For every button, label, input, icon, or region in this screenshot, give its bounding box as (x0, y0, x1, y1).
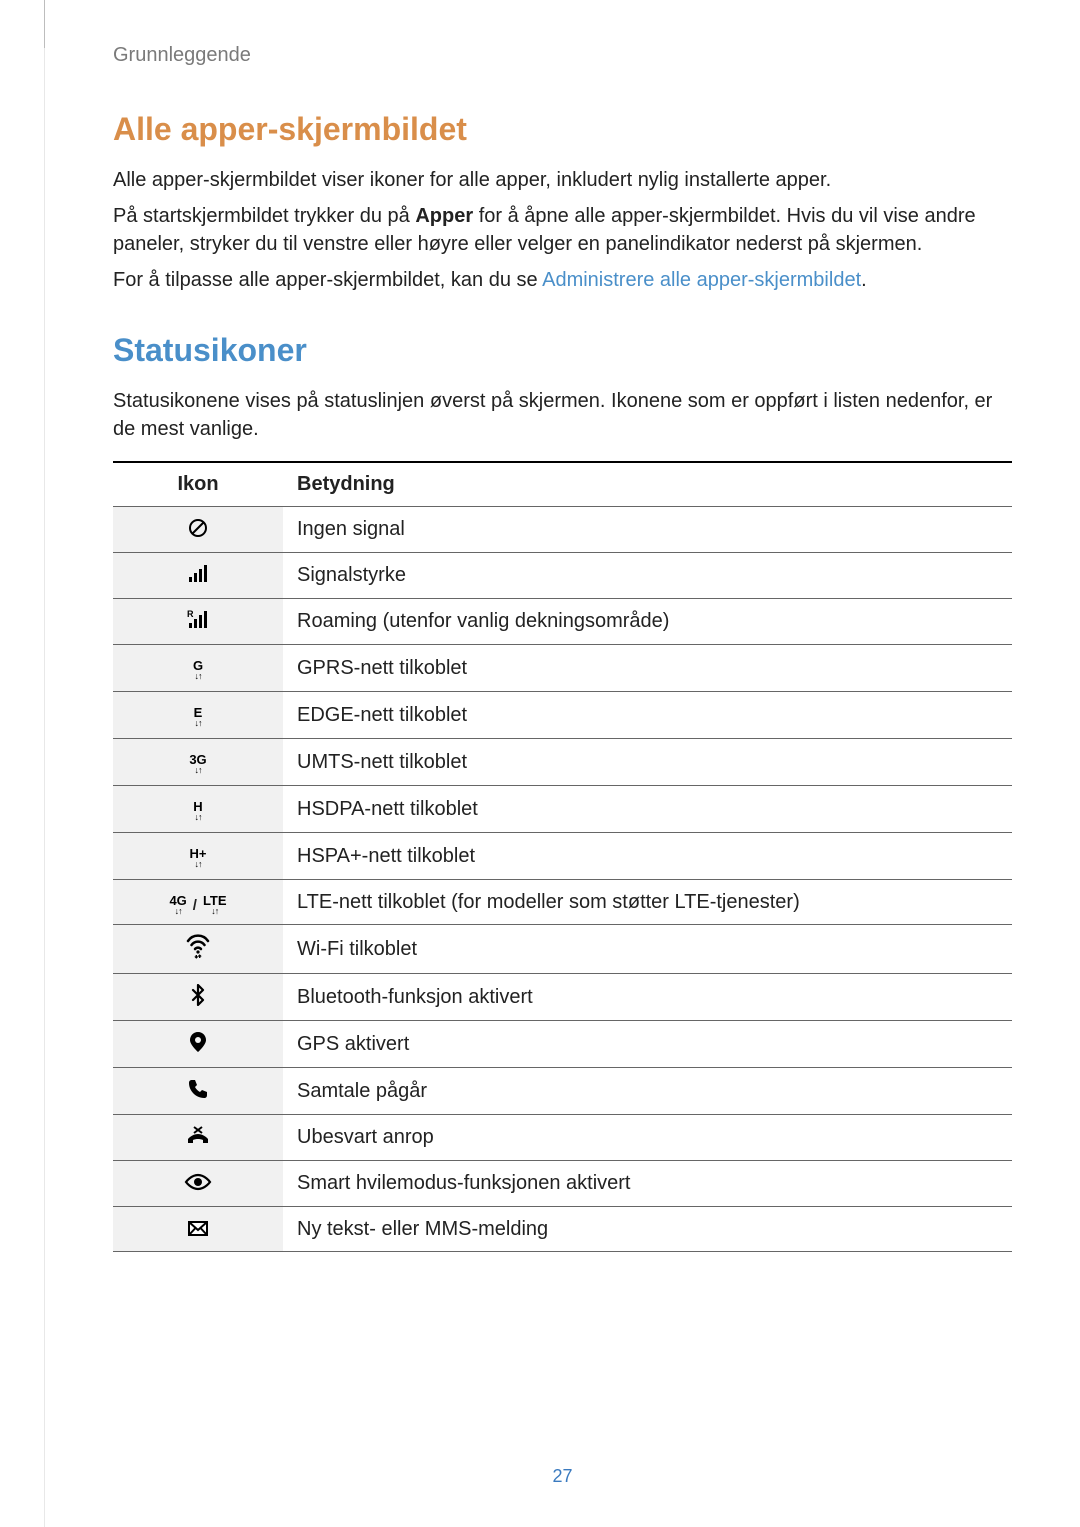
section-header: Grunnleggende (113, 44, 1012, 67)
meaning-cell: HSDPA-nett tilkoblet (283, 786, 1012, 833)
meaning-cell: Wi-Fi tilkoblet (283, 925, 1012, 974)
icon-cell: 3G↓↑ (113, 739, 283, 786)
meaning-cell: HSPA+-nett tilkoblet (283, 833, 1012, 880)
lte-4g-icon: 4G↓↑ / LTE↓↑ (169, 894, 226, 916)
text: På startskjermbildet trykker du på (113, 205, 415, 227)
icon-cell (113, 974, 283, 1021)
table-row: Bluetooth-funksjon aktivert (113, 974, 1012, 1021)
icon-cell: G↓↑ (113, 645, 283, 692)
call-icon (187, 1076, 209, 1102)
icon-cell: H↓↑ (113, 786, 283, 833)
meaning-cell: Ny tekst- eller MMS-melding (283, 1207, 1012, 1252)
network-3g-icon: 3G↓↑ (189, 751, 206, 777)
no-signal-icon (188, 515, 208, 541)
icon-cell (113, 1115, 283, 1161)
text: For å tilpasse alle apper-skjermbildet, … (113, 269, 542, 291)
eye-icon (184, 1169, 212, 1195)
text: . (861, 269, 867, 291)
icon-cell (113, 1068, 283, 1115)
network-h-icon: H↓↑ (193, 798, 202, 824)
bluetooth-icon (187, 982, 209, 1008)
table-row: Ingen signal (113, 507, 1012, 553)
heading-status-icons: Statusikoner (113, 332, 1012, 369)
wifi-icon (186, 933, 210, 959)
bold-apper: Apper (415, 205, 473, 227)
heading-all-apps: Alle apper-skjermbildet (113, 111, 1012, 148)
meaning-cell: Roaming (utenfor vanlig dekningsområde) (283, 599, 1012, 645)
network-g-icon: G↓↑ (193, 657, 203, 683)
icon-cell (113, 1207, 283, 1252)
table-row: Signalstyrke (113, 553, 1012, 599)
page-number: 27 (45, 1466, 1080, 1487)
text: / (193, 897, 197, 914)
meaning-cell: Samtale pågår (283, 1068, 1012, 1115)
col-header-meaning: Betydning (283, 462, 1012, 507)
meaning-cell: GPS aktivert (283, 1021, 1012, 1068)
paragraph: På startskjermbildet trykker du på Apper… (113, 202, 1012, 258)
icon-cell (113, 507, 283, 553)
missed-call-icon (186, 1123, 210, 1149)
network-e-icon: E↓↑ (194, 704, 203, 730)
table-row: Smart hvilemodus-funksjonen aktivert (113, 1161, 1012, 1207)
paragraph: Statusikonene vises på statuslinjen øver… (113, 387, 1012, 443)
table-row: E↓↑ EDGE-nett tilkoblet (113, 692, 1012, 739)
table-row: Ubesvart anrop (113, 1115, 1012, 1161)
roaming-icon (187, 607, 209, 633)
icon-cell: E↓↑ (113, 692, 283, 739)
table-row: Wi-Fi tilkoblet (113, 925, 1012, 974)
paragraph: Alle apper-skjermbildet viser ikoner for… (113, 166, 1012, 194)
meaning-cell: GPRS-nett tilkoblet (283, 645, 1012, 692)
col-header-icon: Ikon (113, 462, 283, 507)
table-row: 4G↓↑ / LTE↓↑ LTE-nett tilkoblet (for mode… (113, 880, 1012, 925)
icon-cell (113, 553, 283, 599)
table-row: G↓↑ GPRS-nett tilkoblet (113, 645, 1012, 692)
meaning-cell: Smart hvilemodus-funksjonen aktivert (283, 1161, 1012, 1207)
table-row: 3G↓↑ UMTS-nett tilkoblet (113, 739, 1012, 786)
meaning-cell: LTE-nett tilkoblet (for modeller som stø… (283, 880, 1012, 925)
icon-cell (113, 599, 283, 645)
table-row: Samtale pågår (113, 1068, 1012, 1115)
meaning-cell: Ubesvart anrop (283, 1115, 1012, 1161)
meaning-cell: Ingen signal (283, 507, 1012, 553)
paragraph: For å tilpasse alle apper-skjermbildet, … (113, 266, 1012, 294)
message-icon (187, 1215, 209, 1241)
icon-cell: H+↓↑ (113, 833, 283, 880)
icon-cell (113, 925, 283, 974)
table-row: Ny tekst- eller MMS-melding (113, 1207, 1012, 1252)
status-icons-table: Ikon Betydning Ingen signalSignalstyrkeR… (113, 461, 1012, 1252)
table-row: Roaming (utenfor vanlig dekningsområde) (113, 599, 1012, 645)
link-administer-all-apps[interactable]: Administrere alle apper-skjermbildet (542, 269, 861, 291)
table-row: GPS aktivert (113, 1021, 1012, 1068)
signal-icon (187, 561, 209, 587)
table-row: H↓↑ HSDPA-nett tilkoblet (113, 786, 1012, 833)
network-hplus-icon: H+↓↑ (190, 845, 207, 871)
meaning-cell: Signalstyrke (283, 553, 1012, 599)
meaning-cell: EDGE-nett tilkoblet (283, 692, 1012, 739)
icon-cell: 4G↓↑ / LTE↓↑ (113, 880, 283, 925)
icon-cell (113, 1021, 283, 1068)
gps-icon (188, 1029, 208, 1055)
meaning-cell: UMTS-nett tilkoblet (283, 739, 1012, 786)
table-row: H+↓↑ HSPA+-nett tilkoblet (113, 833, 1012, 880)
icon-cell (113, 1161, 283, 1207)
meaning-cell: Bluetooth-funksjon aktivert (283, 974, 1012, 1021)
